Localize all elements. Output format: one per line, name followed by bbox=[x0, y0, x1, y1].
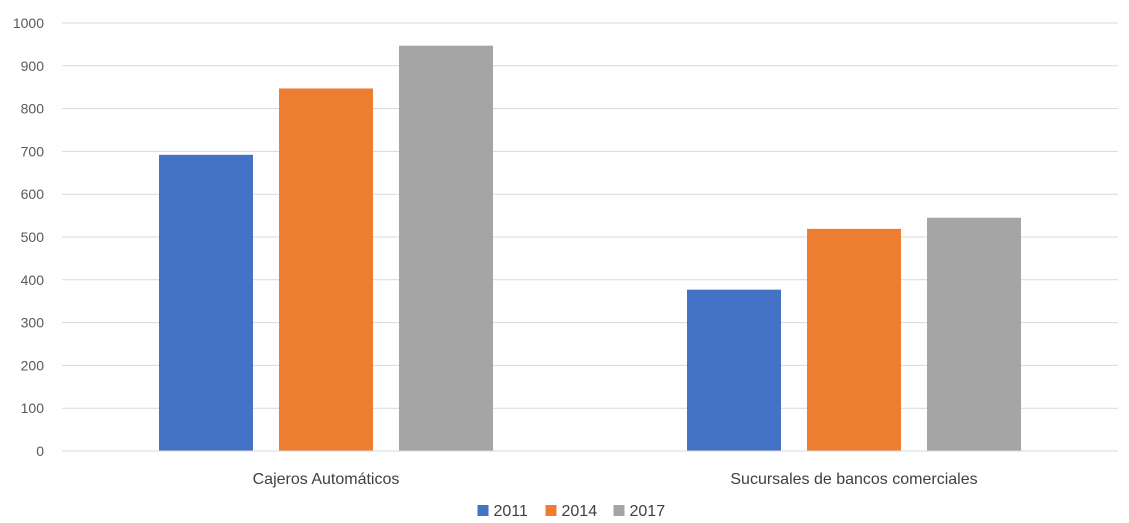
y-tick-label: 200 bbox=[21, 357, 45, 373]
bar-2017-cajeros bbox=[399, 45, 493, 452]
legend-swatch-2014 bbox=[545, 505, 557, 516]
bar-2014-sucursales bbox=[807, 228, 901, 451]
y-axis-tick-labels: 0 100 200 300 400 500 600 700 800 900 1000 bbox=[13, 15, 44, 459]
legend: 2011 2014 2017 bbox=[477, 503, 666, 520]
legend-swatch-2011 bbox=[477, 505, 489, 516]
bars bbox=[159, 45, 1021, 452]
y-tick-label: 800 bbox=[21, 101, 45, 117]
y-tick-label: 100 bbox=[21, 400, 45, 416]
y-tick-label: 0 bbox=[36, 443, 44, 459]
bar-2011-cajeros bbox=[159, 154, 253, 451]
legend-label: 2014 bbox=[562, 503, 598, 520]
y-tick-label: 700 bbox=[21, 143, 45, 159]
y-tick-label: 900 bbox=[21, 58, 45, 74]
y-tick-label: 1000 bbox=[13, 15, 44, 31]
y-tick-label: 500 bbox=[21, 229, 45, 245]
y-tick-label: 300 bbox=[21, 315, 45, 331]
legend-swatch-2017 bbox=[613, 505, 625, 516]
category-labels: Cajeros Automáticos Sucursales de bancos … bbox=[253, 471, 978, 488]
bar-2017-sucursales bbox=[927, 217, 1021, 451]
y-tick-label: 600 bbox=[21, 186, 45, 202]
bar-2014-cajeros bbox=[279, 88, 373, 451]
legend-label: 2011 bbox=[494, 503, 529, 520]
y-tick-label: 400 bbox=[21, 272, 45, 288]
category-label: Sucursales de bancos comerciales bbox=[730, 471, 977, 488]
category-label: Cajeros Automáticos bbox=[253, 471, 400, 488]
legend-label: 2017 bbox=[630, 503, 666, 520]
bar-2011-sucursales bbox=[687, 289, 781, 451]
